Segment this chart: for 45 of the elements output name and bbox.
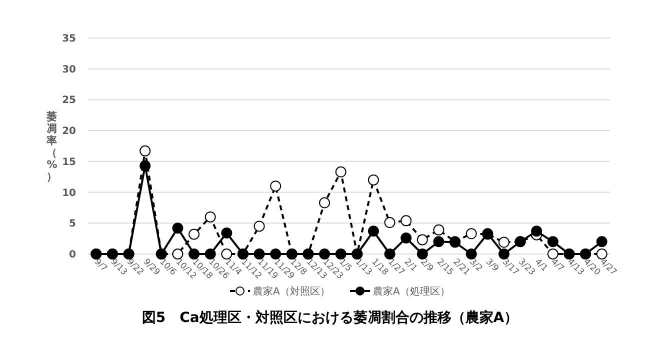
point — [498, 236, 510, 248]
point — [335, 166, 346, 178]
point — [596, 248, 608, 260]
y-tick-label: 35 — [62, 34, 76, 44]
point — [368, 226, 379, 237]
point — [466, 228, 477, 240]
point — [498, 248, 510, 260]
point — [416, 248, 428, 260]
y-tick-label: 30 — [62, 64, 76, 76]
point — [547, 248, 558, 260]
point — [319, 197, 330, 208]
point — [596, 236, 608, 248]
point — [140, 160, 151, 172]
point — [547, 236, 558, 248]
y-tick-label: 10 — [62, 188, 76, 199]
point — [433, 224, 444, 236]
point — [416, 234, 428, 246]
text: 図5 Ca処理区・対照区における萎凋割合の推移（農家A） — [142, 309, 518, 326]
legend-label: 農家A（処理区） — [373, 286, 450, 298]
y-axis-title: 萎凋率（%） — [46, 110, 58, 183]
x-tick-label: 9/7 — [92, 257, 109, 274]
point — [254, 220, 265, 232]
y-tick-label: 5 — [69, 218, 76, 230]
y-tick-label: 15 — [62, 156, 76, 168]
point — [384, 217, 396, 228]
legend-label: 農家A（対照区） — [253, 286, 330, 298]
point — [368, 174, 379, 186]
x-tick-label: 3/9 — [484, 257, 500, 274]
y-tick-label: 20 — [62, 126, 76, 138]
point — [140, 145, 151, 156]
y-tick-label: 0 — [69, 250, 76, 260]
x-tick-label: 2/9 — [418, 257, 436, 274]
point — [172, 222, 184, 234]
x-tick-label: 4/7 — [548, 257, 566, 274]
point — [384, 248, 396, 260]
point — [172, 248, 184, 260]
point — [400, 232, 412, 244]
point — [270, 180, 282, 192]
point — [204, 211, 216, 222]
point — [531, 226, 542, 237]
y-tick-label: 25 — [62, 95, 76, 106]
point — [400, 215, 412, 226]
point — [433, 236, 444, 248]
point — [221, 228, 232, 239]
point — [188, 228, 200, 240]
